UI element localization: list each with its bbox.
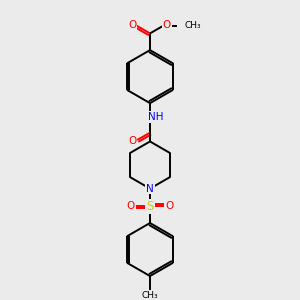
Text: O: O [162, 20, 171, 30]
Text: O: O [128, 20, 136, 30]
Text: O: O [128, 136, 136, 146]
Text: O: O [166, 201, 174, 211]
Text: NH: NH [148, 112, 164, 122]
Text: CH₃: CH₃ [184, 21, 201, 30]
Text: S: S [146, 200, 154, 213]
Text: N: N [146, 184, 154, 194]
Text: CH₃: CH₃ [142, 291, 158, 300]
Text: O: O [126, 201, 134, 211]
